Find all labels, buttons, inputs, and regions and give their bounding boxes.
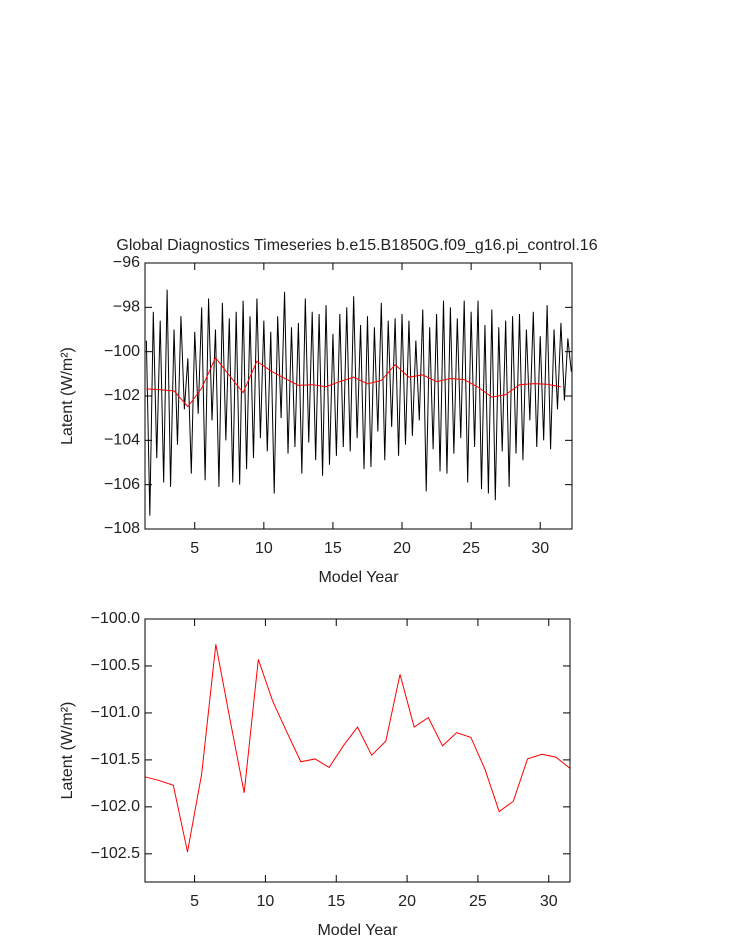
y-tick-label: −102 [104, 387, 140, 404]
y-tick-label: −100.5 [91, 657, 140, 674]
x-axis-label: Model Year [317, 922, 398, 939]
x-axis-label: Model Year [318, 569, 399, 586]
y-tick-label: −108 [104, 520, 140, 537]
data-line [144, 644, 571, 853]
x-tick-label: 30 [531, 540, 549, 557]
x-tick-label: 15 [324, 540, 342, 557]
y-axis-label: Latent (W/m²) [59, 347, 76, 445]
y-tick-label: −100 [104, 343, 140, 360]
data-line [145, 289, 572, 516]
y-tick-label: −102.5 [91, 845, 140, 862]
x-tick-label: 10 [255, 540, 273, 557]
y-axis-label: Latent (W/m²) [59, 702, 76, 800]
x-tick-label: 15 [327, 893, 345, 910]
x-tick-label: 30 [540, 893, 558, 910]
y-tick-label: −100.0 [91, 610, 140, 627]
x-tick-label: 25 [462, 540, 480, 557]
x-tick-label: 10 [257, 893, 275, 910]
chart-title: Global Diagnostics Timeseries b.e15.B185… [116, 237, 597, 254]
y-tick-label: −102.0 [91, 798, 140, 815]
data-line [146, 356, 562, 408]
x-tick-label: 20 [398, 893, 416, 910]
x-tick-label: 25 [469, 893, 487, 910]
y-tick-label: −106 [104, 476, 140, 493]
y-tick-label: −96 [113, 254, 140, 271]
x-tick-label: 20 [393, 540, 411, 557]
y-tick-label: −101.0 [91, 704, 140, 721]
y-tick-label: −101.5 [91, 751, 140, 768]
x-tick-label: 5 [190, 540, 199, 557]
y-tick-label: −104 [104, 432, 140, 449]
x-tick-label: 5 [190, 893, 199, 910]
plot-frame [144, 618, 571, 883]
y-tick-label: −98 [113, 299, 140, 316]
